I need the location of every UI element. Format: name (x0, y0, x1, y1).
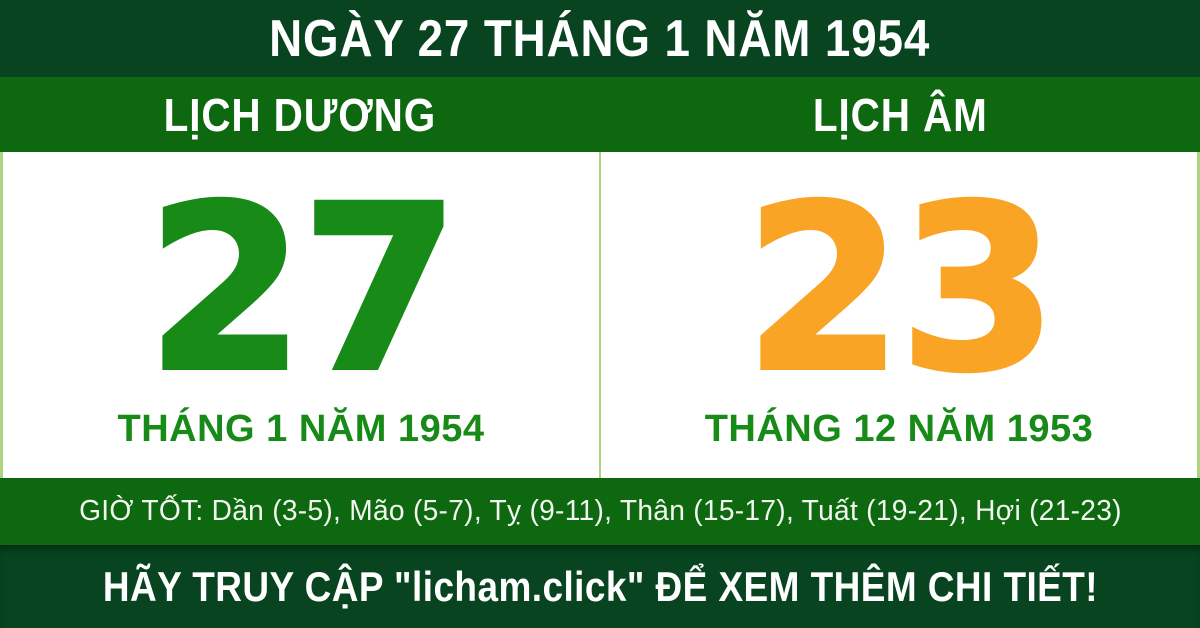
calendar-type-header-band: LỊCH DƯƠNG LỊCH ÂM (0, 77, 1200, 152)
lunar-calendar-label: LỊCH ÂM (812, 88, 988, 141)
good-hours-text: GIỜ TỐT: Dần (3-5), Mão (5-7), Tỵ (9-11)… (78, 495, 1122, 527)
footer-cta-text: HÃY TRUY CẬP "licham.click" ĐỂ XEM THÊM … (102, 562, 1098, 610)
lunar-day-number: 23 (742, 155, 1059, 422)
panel-divider (599, 152, 601, 478)
solar-calendar-header: LỊCH DƯƠNG (0, 77, 600, 152)
solar-month-year: THÁNG 1 NĂM 1954 (117, 408, 485, 451)
date-header-title: NGÀY 27 THÁNG 1 NĂM 1954 (269, 9, 931, 68)
date-header: NGÀY 27 THÁNG 1 NĂM 1954 (0, 0, 1200, 77)
lunar-calendar-header: LỊCH ÂM (600, 77, 1200, 152)
solar-day-panel: 27 THÁNG 1 NĂM 1954 (3, 152, 599, 478)
good-hours-band: GIỜ TỐT: Dần (3-5), Mão (5-7), Tỵ (9-11)… (0, 478, 1200, 545)
footer-band: HÃY TRUY CẬP "licham.click" ĐỂ XEM THÊM … (0, 545, 1200, 628)
solar-day-number: 27 (144, 155, 461, 422)
lunar-day-panel: 23 THÁNG 12 NĂM 1953 (601, 152, 1197, 478)
lunar-month-year: THÁNG 12 NĂM 1953 (704, 408, 1094, 451)
day-panels-area: 27 THÁNG 1 NĂM 1954 23 THÁNG 12 NĂM 1953 (0, 152, 1200, 478)
solar-calendar-label: LỊCH DƯƠNG (163, 88, 437, 141)
